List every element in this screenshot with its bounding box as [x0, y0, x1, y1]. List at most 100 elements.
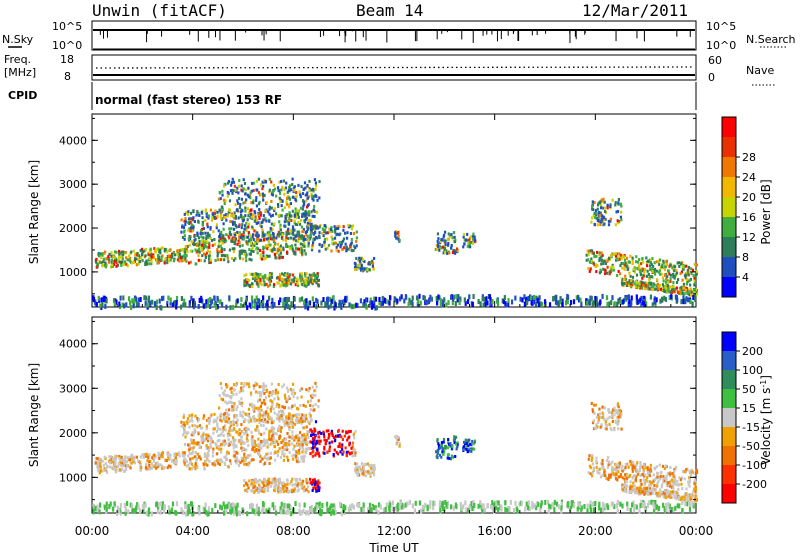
echo-cell [189, 438, 193, 442]
echo-cell [468, 245, 472, 249]
echo-cell [648, 469, 651, 473]
echo-cell [261, 234, 264, 238]
echo-cell [253, 419, 257, 423]
echo-cell [215, 446, 218, 450]
echo-cell [252, 249, 255, 253]
echo-cell [636, 266, 639, 270]
echo-cell [467, 448, 471, 452]
echo-cell [244, 283, 247, 287]
echo-cell [371, 262, 375, 266]
echo-cell [233, 427, 236, 431]
echo-cell [288, 490, 291, 494]
echo-cell [213, 242, 216, 246]
echo-cell [559, 296, 562, 302]
echo-cell [211, 212, 215, 216]
echo-cell [307, 400, 310, 404]
echo-cell [326, 231, 329, 235]
echo-cell [295, 436, 298, 440]
echo-cell [306, 205, 309, 209]
echo-cell [149, 301, 152, 307]
echo-cell [290, 218, 293, 222]
echo-cell [267, 240, 270, 244]
echo-cell [280, 180, 283, 184]
echo-cell [299, 446, 302, 450]
echo-cell [620, 204, 623, 208]
echo-cell [222, 253, 225, 257]
echo-cell [661, 283, 665, 287]
echo-cell [258, 485, 262, 489]
echo-cell [118, 252, 121, 256]
echo-cell [627, 283, 630, 287]
echo-cell [298, 276, 302, 280]
echo-cell [224, 239, 227, 243]
echo-cell [216, 248, 219, 252]
echo-cell [473, 235, 476, 239]
echo-cell [145, 259, 148, 263]
echo-cell [147, 253, 150, 257]
echo-cell [438, 453, 442, 457]
echo-cell [266, 440, 269, 444]
echo-cell [139, 455, 142, 459]
echo-cell [665, 286, 668, 290]
echo-cell [274, 487, 277, 491]
echo-cell [324, 442, 327, 446]
echo-cell [193, 302, 197, 308]
echo-cell [254, 428, 257, 432]
echo-cell [668, 285, 672, 289]
echo-cell [650, 469, 653, 473]
echo-cell [602, 467, 605, 471]
echo-cell [207, 454, 210, 458]
echo-cell [145, 462, 148, 466]
echo-cell [342, 237, 346, 241]
echo-cell [333, 305, 336, 311]
echo-cell [234, 188, 237, 192]
echo-cell [525, 300, 529, 306]
echo-cell [354, 246, 357, 250]
echo-cell [292, 489, 295, 493]
echo-cell [244, 418, 247, 422]
echo-cell [465, 447, 468, 451]
echo-cell [184, 256, 187, 260]
echo-cell [308, 195, 311, 199]
echo-cell [616, 465, 619, 469]
echo-cell [187, 454, 190, 458]
echo-cell [288, 443, 291, 447]
echo-cell [235, 407, 238, 411]
echo-cell [155, 305, 158, 311]
echo-cell [596, 469, 599, 473]
echo-cell [465, 442, 468, 446]
echo-cell [250, 201, 253, 205]
echo-cell [222, 392, 225, 396]
echo-cell [307, 480, 310, 484]
echo-cell [300, 246, 303, 250]
echo-cell [241, 209, 244, 213]
echo-cell [216, 210, 219, 214]
echo-cell [145, 452, 148, 456]
echo-cell [173, 253, 177, 257]
echo-cell [623, 258, 627, 262]
echo-cell [394, 297, 397, 303]
echo-cell [95, 301, 98, 307]
echo-cell [627, 465, 630, 469]
echo-cell [228, 208, 232, 212]
echo-cell [292, 237, 295, 241]
echo-cell [243, 251, 246, 255]
echo-cell [664, 296, 668, 302]
echo-cell [258, 390, 261, 394]
echo-cell [328, 230, 332, 234]
echo-cell [174, 300, 177, 306]
echo-cell [305, 193, 309, 197]
echo-cell [143, 453, 146, 457]
echo-cell [609, 473, 613, 477]
echo-cell [482, 302, 485, 308]
echo-cell [232, 304, 235, 310]
echo-cell [257, 191, 261, 195]
echo-cell [649, 274, 652, 278]
echo-cell [282, 484, 285, 488]
echo-cell [353, 266, 357, 270]
echo-cell [208, 418, 212, 422]
echo-cell [331, 241, 334, 245]
echo-cell [148, 453, 151, 457]
echo-cell [317, 435, 321, 439]
echo-cell [207, 448, 211, 452]
